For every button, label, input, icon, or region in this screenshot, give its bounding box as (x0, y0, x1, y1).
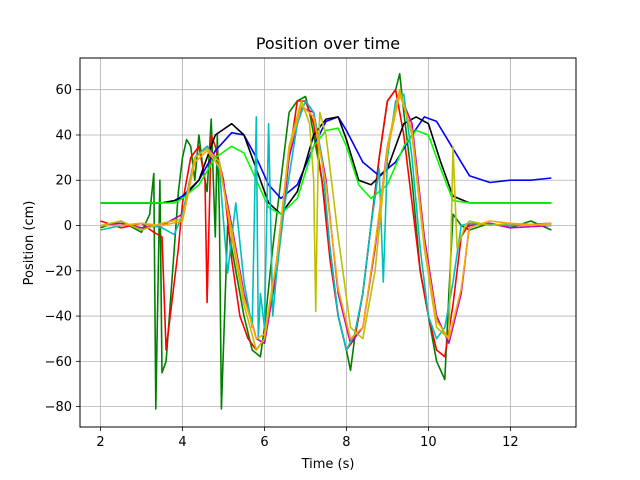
x-tick-label: 4 (178, 435, 186, 450)
y-tick-label: 20 (55, 174, 72, 189)
series-line-9 (100, 93, 552, 340)
y-tick-label: −80 (45, 400, 72, 415)
y-tick-label: −20 (45, 264, 72, 279)
y-axis-ticks: −80 −60 −40 −20 0 20 40 60 (45, 83, 80, 415)
y-tick-label: 40 (55, 128, 72, 143)
series-line-5 (100, 127, 552, 215)
x-tick-label: 6 (260, 435, 268, 450)
x-axis-ticks: 2 4 6 8 10 12 (96, 427, 519, 450)
axes-frame (79, 57, 577, 428)
series-layer (100, 73, 552, 410)
x-tick-label: 8 (342, 435, 350, 450)
x-axis-label: Time (s) (301, 457, 355, 472)
y-tick-label: −40 (45, 310, 72, 325)
y-tick-label: 60 (55, 83, 72, 98)
y-tick-label: 0 (64, 219, 72, 234)
x-tick-label: 12 (502, 435, 519, 450)
x-tick-label: 10 (420, 435, 437, 450)
plot-area: 2 4 6 8 10 12 −80 −60 −40 −20 0 20 40 60 (45, 57, 577, 450)
x-tick-label: 2 (96, 435, 104, 450)
y-tick-label: −60 (45, 355, 72, 370)
chart-title: Position over time (256, 34, 400, 53)
y-axis-label: Position (cm) (22, 201, 37, 286)
